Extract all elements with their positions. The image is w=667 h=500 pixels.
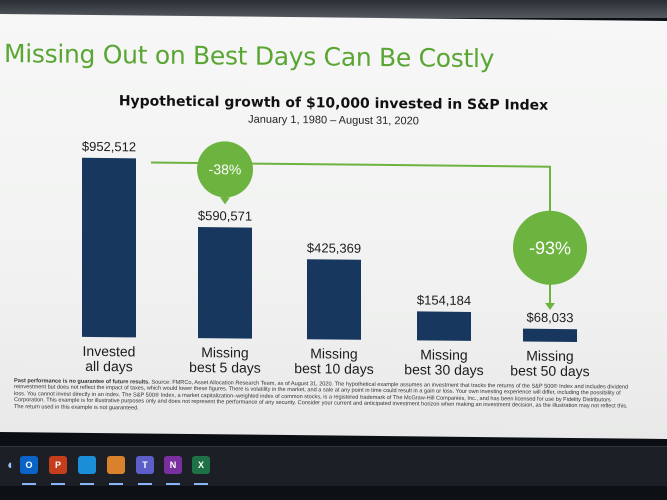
bar-value-label: $154,184	[417, 292, 471, 308]
category-label: best 30 days	[404, 361, 483, 378]
running-indicator	[22, 483, 36, 485]
excel-icon[interactable]: X	[192, 456, 210, 474]
monitor-bezel	[0, 0, 667, 18]
category-label: Missing	[310, 345, 357, 361]
category-label: Missing	[526, 348, 573, 364]
bar-value-label: $952,512	[82, 139, 136, 155]
slide: Missing Out on Best Days Can Be Costly H…	[0, 14, 667, 439]
category-label: Missing	[420, 346, 467, 362]
bar-value-label: $590,571	[198, 208, 252, 224]
callout-circle	[513, 210, 587, 285]
bar	[198, 227, 252, 339]
app-orange-icon[interactable]	[107, 456, 125, 474]
category-label: all days	[85, 358, 132, 374]
footnote: Past performance is no guarantee of futu…	[14, 378, 629, 416]
bar	[82, 157, 136, 338]
bar-value-label: $68,033	[527, 310, 574, 325]
callout-circle	[197, 141, 253, 198]
bar-value-label: $425,369	[307, 240, 361, 256]
running-indicator	[138, 483, 152, 485]
running-indicator	[51, 483, 65, 485]
arrow-icon	[545, 302, 555, 310]
category-label: best 50 days	[510, 362, 589, 379]
callout-label: -93%	[529, 238, 571, 258]
arrow-icon	[220, 197, 230, 205]
category-label: Invested	[83, 343, 136, 360]
callout-label: -38%	[209, 161, 242, 177]
bar	[417, 311, 471, 341]
category-label: best 5 days	[189, 359, 261, 376]
running-indicator	[80, 483, 94, 485]
onenote-icon[interactable]: N	[164, 456, 182, 474]
category-label: Missing	[201, 344, 248, 360]
bar	[523, 328, 577, 343]
powerpoint-icon[interactable]: P	[49, 456, 67, 474]
teams-icon[interactable]: T	[136, 456, 154, 474]
running-indicator	[194, 483, 208, 485]
running-indicator	[109, 483, 123, 485]
category-label: best 10 days	[294, 360, 373, 377]
monitor-chin	[0, 486, 667, 500]
bar	[307, 259, 361, 340]
edge-icon[interactable]	[78, 456, 96, 474]
start-button[interactable]: ◐	[7, 457, 15, 472]
outlook-icon[interactable]: O	[20, 456, 38, 474]
running-indicator	[166, 483, 180, 485]
